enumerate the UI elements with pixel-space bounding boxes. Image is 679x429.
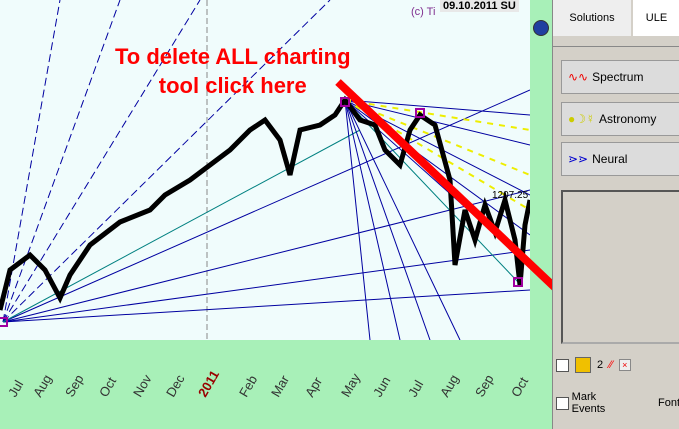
fan-line — [2, 0, 201, 323]
annotation-line-2: tool click here — [158, 73, 307, 98]
tool-icon[interactable] — [575, 357, 591, 373]
spectrum-button[interactable]: ∿∿ Spectrum — [561, 60, 679, 94]
pen-icon[interactable]: ⁄⁄ — [609, 359, 613, 371]
waveform-icon: ∿∿ — [568, 70, 589, 84]
time-axis — [0, 340, 552, 429]
right-panel: Solutions ULE ∿∿ Spectrum ●☽☿ Astronomy ⋗⋗… — [552, 0, 679, 429]
fan-line — [344, 99, 461, 341]
fan-line — [2, 0, 331, 323]
fan-line — [2, 0, 121, 323]
fan-line — [344, 99, 401, 341]
globe-icon[interactable] — [533, 20, 549, 36]
tab-solutions[interactable]: Solutions — [553, 0, 631, 36]
astronomy-button[interactable]: ●☽☿ Astronomy — [561, 102, 679, 136]
show-tools-checkbox[interactable] — [556, 358, 569, 372]
neural-label: Neural — [592, 152, 628, 166]
font-button[interactable]: Font — [657, 397, 679, 409]
tool-list[interactable] — [561, 190, 679, 344]
astronomy-label: Astronomy — [599, 112, 657, 126]
date-label: 09.10.2011 SU — [440, 0, 519, 12]
tool-count: 2 — [597, 359, 604, 371]
copyright-label: (c) Ti — [411, 6, 436, 18]
price-label: 1207.25 — [492, 190, 529, 201]
anchor-handle — [0, 317, 8, 327]
tab-ule[interactable]: ULE — [633, 0, 679, 36]
delete-all-tools-button[interactable]: × — [618, 359, 631, 371]
mark-events-checkbox[interactable] — [556, 396, 569, 410]
annotation-text: To delete ALL charting tool click here — [115, 42, 351, 100]
mark-events-label: Mark Events — [571, 391, 606, 415]
planets-icon: ●☽☿ — [568, 112, 596, 126]
chart-scroll-strip[interactable] — [530, 0, 552, 340]
neural-net-icon: ⋗⋗ — [568, 152, 589, 166]
fan-line — [344, 99, 531, 196]
price-series — [0, 95, 533, 311]
fan-line — [2, 289, 531, 323]
annotation-line-1: To delete ALL charting — [115, 44, 351, 69]
neural-button[interactable]: ⋗⋗ Neural — [561, 142, 679, 176]
spectrum-label: Spectrum — [592, 70, 644, 84]
